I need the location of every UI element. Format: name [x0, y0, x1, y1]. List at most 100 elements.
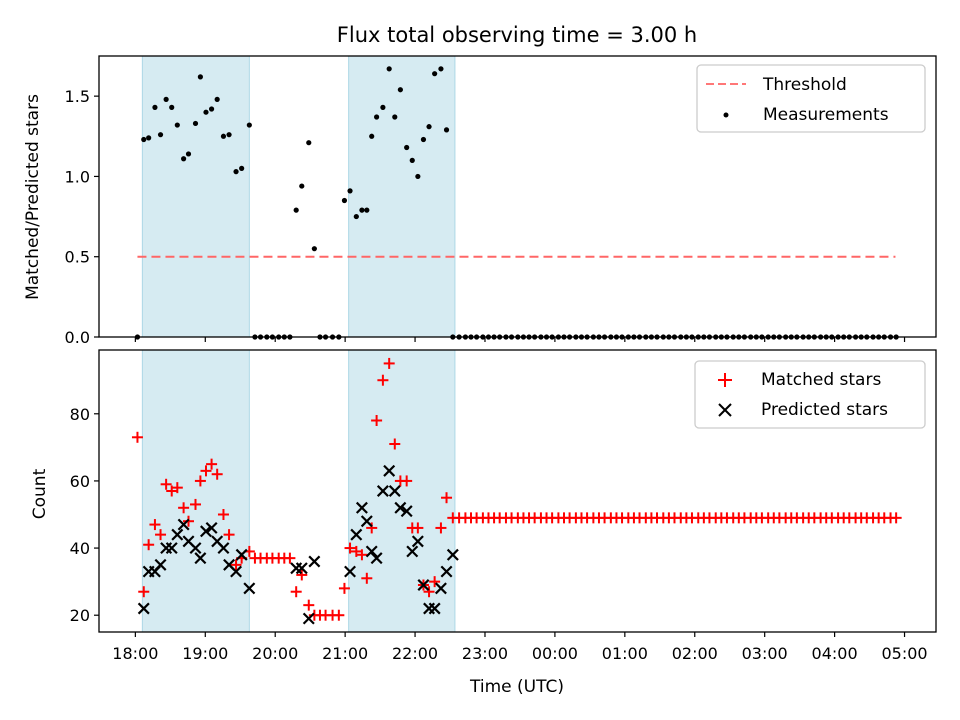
measurement-point [203, 109, 209, 115]
legend-measurements-label: Measurements [763, 105, 889, 125]
measurement-point [415, 173, 421, 180]
predicted-point [217, 542, 230, 555]
measurement-point [392, 114, 398, 120]
predicted-point [154, 558, 167, 571]
predicted-point [394, 501, 407, 514]
predicted-point [344, 565, 357, 578]
ratio-panel: 0.0 0.5 1.0 1.5 Matched/Predicted stars Thr… [23, 55, 937, 347]
matched-point [206, 458, 218, 470]
measurement-point [374, 114, 380, 120]
measurement-point [347, 188, 353, 194]
legend-matched-swatch [718, 373, 732, 387]
measurement-point [185, 151, 192, 157]
measurement-point [220, 133, 227, 139]
measurement-point [364, 207, 370, 213]
predicted-point [165, 542, 178, 555]
predicted-series [137, 464, 459, 625]
matched-point [338, 582, 350, 594]
matched-point [131, 431, 143, 443]
predicted-point [290, 562, 303, 575]
matched-point [194, 475, 206, 487]
ratio-panel-ylabel: Matched/Predicted stars [23, 94, 43, 300]
predicted-point [235, 548, 248, 561]
measurement-point [443, 127, 450, 133]
count-panel-x-ticks: 18:00 19:00 20:00 21:00 22:00 23:00 00:00 01:00… [112, 632, 928, 663]
xtick-label: 18:00 [112, 644, 158, 663]
count-ytick-label: 20 [70, 606, 90, 625]
matched-point [333, 609, 345, 621]
predicted-point [360, 515, 373, 528]
matched-point [441, 492, 453, 504]
measurement-point [397, 87, 403, 93]
chart-title: Flux total observing time = 3.00 h [337, 23, 697, 47]
predicted-point [200, 525, 212, 538]
xtick-label: 04:00 [812, 644, 858, 663]
matched-point [389, 438, 401, 450]
predicted-point [137, 602, 150, 615]
predicted-point [243, 582, 256, 595]
matched-point [423, 586, 435, 598]
measurement-point [181, 156, 187, 162]
legend-threshold-label: Threshold [762, 75, 847, 95]
measurement-point [306, 140, 312, 146]
measurement-point [141, 136, 147, 143]
predicted-point [189, 542, 202, 555]
matched-point [189, 498, 201, 510]
matched-point [171, 482, 183, 494]
measurement-point [163, 96, 169, 102]
measurement-point [380, 104, 386, 110]
count-ytick-label: 40 [70, 539, 90, 558]
predicted-point [365, 545, 378, 558]
matched-point [366, 522, 378, 534]
measurement-point [246, 122, 252, 128]
measurement-point [299, 183, 305, 189]
matched-point [371, 415, 383, 426]
measurement-point [426, 124, 432, 130]
predicted-point [428, 602, 441, 615]
predicted-point [302, 612, 315, 625]
x-axis-label: Time (UTC) [469, 677, 564, 697]
measurement-point [404, 144, 410, 151]
predicted-point [295, 562, 308, 575]
predicted-point [205, 521, 218, 534]
matched-point [155, 529, 167, 541]
count-shaded-span [141, 349, 250, 633]
predicted-point [406, 545, 419, 558]
predicted-point [434, 582, 447, 595]
matched-point [890, 512, 902, 524]
legend-measurements-swatch [723, 112, 729, 118]
matched-point [296, 569, 308, 581]
matched-point [178, 502, 190, 514]
predicted-point [388, 485, 401, 497]
predicted-point [194, 552, 207, 565]
matched-point [143, 539, 155, 551]
count-ytick-label: 80 [70, 405, 90, 424]
predicted-point [440, 565, 453, 578]
xtick-label: 22:00 [392, 644, 438, 663]
matched-point [383, 357, 395, 369]
measurement-point [208, 106, 215, 112]
xtick-label: 21:00 [322, 644, 368, 663]
predicted-point [411, 535, 424, 548]
measurement-point [311, 246, 317, 252]
matched-point [356, 549, 368, 561]
measurement-point [353, 213, 359, 220]
xtick-label: 05:00 [881, 644, 927, 663]
matched-point [412, 522, 424, 534]
legend-matched-label: Matched stars [761, 370, 881, 390]
measurement-point [239, 165, 245, 171]
predicted-point [417, 579, 430, 591]
measurement-point [233, 169, 239, 175]
count-panel-y-ticks: 20 40 60 80 [70, 405, 99, 625]
xtick-label: 23:00 [462, 644, 508, 663]
count-panel-frame [98, 349, 937, 633]
measurement-point [152, 104, 158, 110]
ratio-panel-shaded-spans [141, 55, 456, 338]
matched-point [149, 519, 161, 531]
ratio-ytick-label: 1.0 [65, 167, 90, 186]
count-panel-ylabel: Count [30, 468, 50, 519]
xtick-label: 20:00 [252, 644, 298, 663]
xtick-label: 19:00 [182, 644, 228, 663]
predicted-point [446, 548, 459, 561]
legend-predicted-swatch [718, 403, 732, 417]
